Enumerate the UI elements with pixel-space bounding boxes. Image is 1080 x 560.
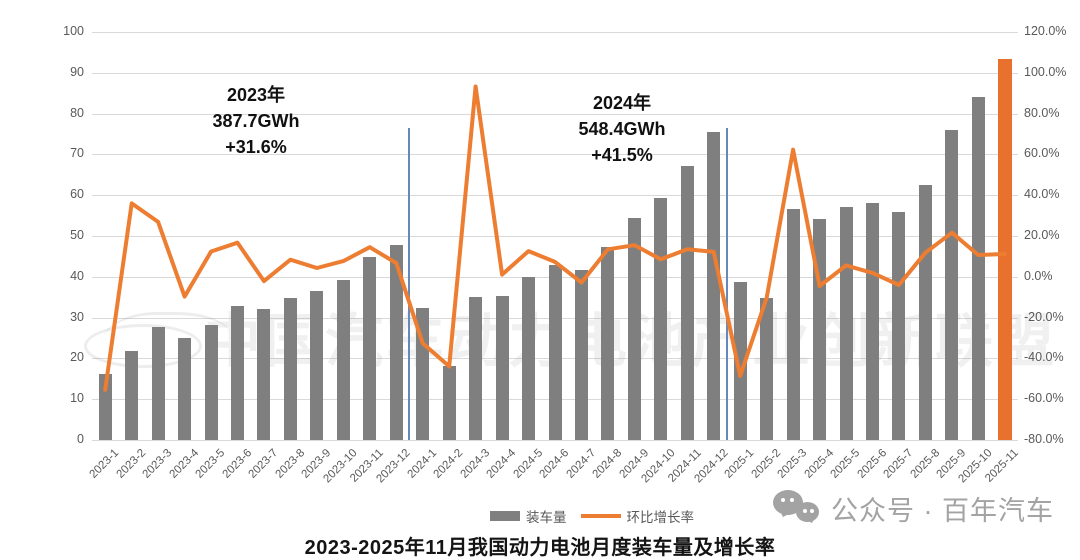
left-axis-tick: 60 — [70, 187, 84, 202]
right-axis-tick: 40.0% — [1024, 187, 1060, 202]
left-axis-tick: 50 — [70, 228, 84, 242]
left-axis-tick: 0 — [77, 432, 84, 446]
legend-bar-swatch — [490, 511, 520, 521]
left-axis-tick: 70 — [70, 146, 84, 161]
right-axis-tick: -20.0% — [1024, 309, 1064, 324]
left-axis-tick: 100 — [63, 24, 84, 38]
year-summary-annotation: 2024年 548.4GWh +41.5% — [578, 93, 666, 166]
right-axis-tick: 120.0% — [1024, 24, 1067, 38]
x-axis-label: 2023-3 — [140, 447, 175, 481]
x-axis-label: 2024-2 — [431, 447, 466, 481]
left-axis-tick: 80 — [70, 105, 84, 120]
wechat-icon — [773, 489, 821, 528]
legend-bar-label: 装车量 — [526, 510, 567, 525]
legend-line-label: 环比增长率 — [626, 510, 695, 525]
year-summary-annotation: 2023年 387.7GWh +31.6% — [212, 85, 300, 158]
right-axis-tick: -40.0% — [1024, 350, 1064, 365]
left-axis-tick: 30 — [70, 309, 84, 324]
legend: 装车量 环比增长率 — [490, 506, 694, 526]
right-axis-tick: 60.0% — [1024, 146, 1060, 161]
x-axis-label: 2023-8 — [273, 447, 307, 481]
chart-title: 2023-2025年11月我国动力电池月度装车量及增长率 — [304, 537, 776, 559]
right-axis-tick: 80.0% — [1024, 105, 1060, 120]
right-axis-tick: 100.0% — [1024, 64, 1067, 79]
left-axis-tick: 90 — [70, 64, 84, 79]
right-axis-tick: 20.0% — [1024, 228, 1060, 242]
gridline — [92, 440, 1018, 441]
wechat-source-badge: 公众号 · 百年汽车 — [773, 489, 1054, 528]
x-axis-label: 2023-1 — [87, 447, 122, 481]
right-axis-tick: -60.0% — [1024, 391, 1064, 406]
gridline — [92, 32, 1018, 33]
legend-line-swatch — [580, 514, 621, 518]
left-axis-tick: 10 — [70, 391, 84, 406]
gridline — [92, 72, 1018, 74]
source-badge-label: 公众号 · 百年汽车 — [831, 496, 1054, 526]
left-axis-tick: 40 — [70, 268, 84, 283]
right-axis-tick: -80.0% — [1024, 432, 1064, 446]
left-axis-tick: 20 — [70, 350, 84, 365]
right-axis-tick: 0.0% — [1024, 268, 1053, 283]
x-axis-label: 2025-8 — [908, 447, 942, 481]
x-axis-label: 2024-7 — [564, 447, 598, 481]
